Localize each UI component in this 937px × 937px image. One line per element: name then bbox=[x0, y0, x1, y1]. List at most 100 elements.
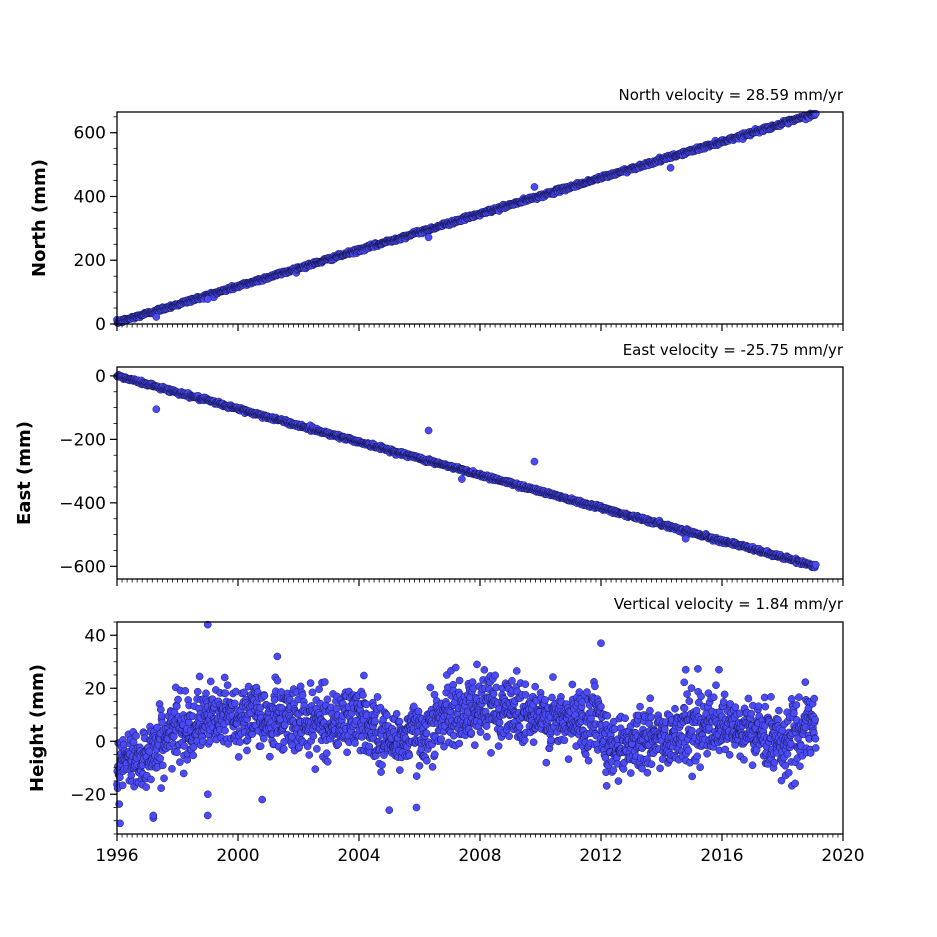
north-panel: North velocity = 28.59 mm/yr North (mm) … bbox=[29, 86, 844, 335]
height-point-1810 bbox=[688, 772, 696, 781]
height-point-986 bbox=[426, 683, 435, 692]
north-point-1399 bbox=[811, 109, 820, 118]
height-point-1669 bbox=[643, 768, 652, 777]
height-point-138 bbox=[157, 705, 165, 714]
height-point-1756 bbox=[671, 704, 679, 713]
height-point-820 bbox=[373, 693, 382, 701]
height-point-1066 bbox=[451, 663, 460, 672]
height-point-663 bbox=[323, 757, 332, 766]
height-point-1286 bbox=[521, 691, 530, 699]
height-point-777 bbox=[360, 671, 368, 680]
height-point-107 bbox=[147, 775, 155, 784]
height-point-241 bbox=[189, 743, 198, 751]
height-point-1724 bbox=[661, 725, 669, 734]
height-point-1163 bbox=[482, 722, 491, 730]
height-point-1369 bbox=[548, 693, 556, 702]
east-title: East velocity = -25.75 mm/yr bbox=[623, 341, 844, 359]
height-point-831 bbox=[377, 768, 385, 776]
height-point-1185 bbox=[489, 690, 498, 698]
height-point-849 bbox=[382, 711, 391, 719]
height-point-618 bbox=[309, 732, 318, 740]
height-point-1020 bbox=[437, 735, 445, 743]
height-point-1543 bbox=[603, 711, 612, 720]
height-point-340 bbox=[221, 726, 229, 735]
east-point-1400 bbox=[152, 405, 161, 414]
height-point-1258 bbox=[512, 667, 521, 675]
height-point-724 bbox=[343, 748, 351, 757]
east-y-tick-label-0: 0 bbox=[95, 367, 106, 387]
height-point-1786 bbox=[680, 704, 689, 713]
east-point-1403 bbox=[530, 457, 539, 466]
height-point-452 bbox=[256, 742, 265, 751]
height-point-812 bbox=[371, 717, 379, 725]
east-point-1402 bbox=[458, 475, 466, 483]
height-point-1504 bbox=[591, 682, 599, 691]
height-point-409 bbox=[243, 746, 251, 755]
height-y-axis-label: Height (mm) bbox=[27, 664, 48, 792]
height-point-1794 bbox=[683, 690, 691, 698]
height-point-1824 bbox=[692, 706, 701, 715]
height-point-1678 bbox=[646, 694, 655, 703]
height-point-975 bbox=[423, 756, 431, 765]
height-point-993 bbox=[428, 763, 437, 771]
north-point-1401 bbox=[203, 295, 212, 303]
height-point-1421 bbox=[564, 755, 573, 764]
height-point-952 bbox=[415, 761, 424, 770]
north-point-1402 bbox=[424, 233, 433, 242]
north-point-1400 bbox=[152, 313, 161, 321]
north-point-1403 bbox=[530, 183, 539, 191]
height-point-198 bbox=[176, 758, 184, 766]
height-point-1809 bbox=[688, 726, 696, 735]
height-point-624 bbox=[311, 765, 320, 773]
height-point-609 bbox=[306, 679, 315, 687]
height-point-834 bbox=[378, 761, 386, 769]
height-point-188 bbox=[172, 702, 181, 711]
height-point-1347 bbox=[541, 696, 549, 704]
height-point-1523 bbox=[597, 702, 605, 711]
height-point-136 bbox=[156, 754, 165, 763]
height-title: Vertical velocity = 1.84 mm/yr bbox=[614, 595, 844, 613]
height-point-139 bbox=[157, 784, 165, 792]
height-point-1366 bbox=[547, 736, 555, 744]
height-point-774 bbox=[359, 691, 367, 699]
height-point-584 bbox=[298, 691, 307, 700]
height-point-880 bbox=[392, 709, 401, 718]
height-point-1115 bbox=[467, 729, 476, 737]
height-point-1190 bbox=[491, 671, 499, 680]
east-point-1401 bbox=[424, 426, 433, 435]
height-point-691 bbox=[332, 704, 341, 713]
height-point-1681 bbox=[647, 713, 655, 722]
height-point-517 bbox=[277, 688, 286, 696]
height-point-920 bbox=[405, 751, 414, 760]
north-y-tick-label-3: 600 bbox=[74, 124, 106, 144]
height-point-45 bbox=[127, 771, 136, 780]
height-point-1578 bbox=[614, 777, 623, 785]
height-point-173 bbox=[168, 764, 176, 773]
height-point-1785 bbox=[680, 678, 689, 687]
east-y-tick-label-2: −400 bbox=[59, 494, 106, 514]
height-point-1267 bbox=[515, 722, 524, 731]
height-point-974 bbox=[422, 729, 431, 738]
height-point-1077 bbox=[455, 739, 464, 748]
east-y-tick-label-1: −200 bbox=[59, 430, 106, 450]
height-point-339 bbox=[220, 673, 229, 682]
height-point-696 bbox=[334, 740, 342, 748]
height-point-1234 bbox=[505, 732, 513, 741]
height-point-1000 bbox=[430, 750, 439, 759]
height-point-1709 bbox=[656, 764, 664, 773]
height-point-496 bbox=[270, 695, 279, 704]
north-title: North velocity = 28.59 mm/yr bbox=[619, 86, 844, 104]
height-point-1408 bbox=[560, 736, 569, 745]
height-point-1599 bbox=[621, 714, 629, 723]
east-y-axis-label: East (mm) bbox=[14, 421, 35, 525]
east-point-1404 bbox=[681, 534, 690, 543]
height-point-254 bbox=[193, 687, 202, 696]
height-point-1541 bbox=[602, 782, 611, 790]
height-point-1372 bbox=[549, 673, 557, 681]
height-point-341 bbox=[221, 689, 230, 698]
height-point-60 bbox=[132, 732, 140, 740]
height-point-192 bbox=[174, 695, 182, 704]
height-point-481 bbox=[266, 752, 274, 761]
height-point-1351 bbox=[542, 758, 551, 767]
height-point-1201 bbox=[494, 742, 503, 750]
